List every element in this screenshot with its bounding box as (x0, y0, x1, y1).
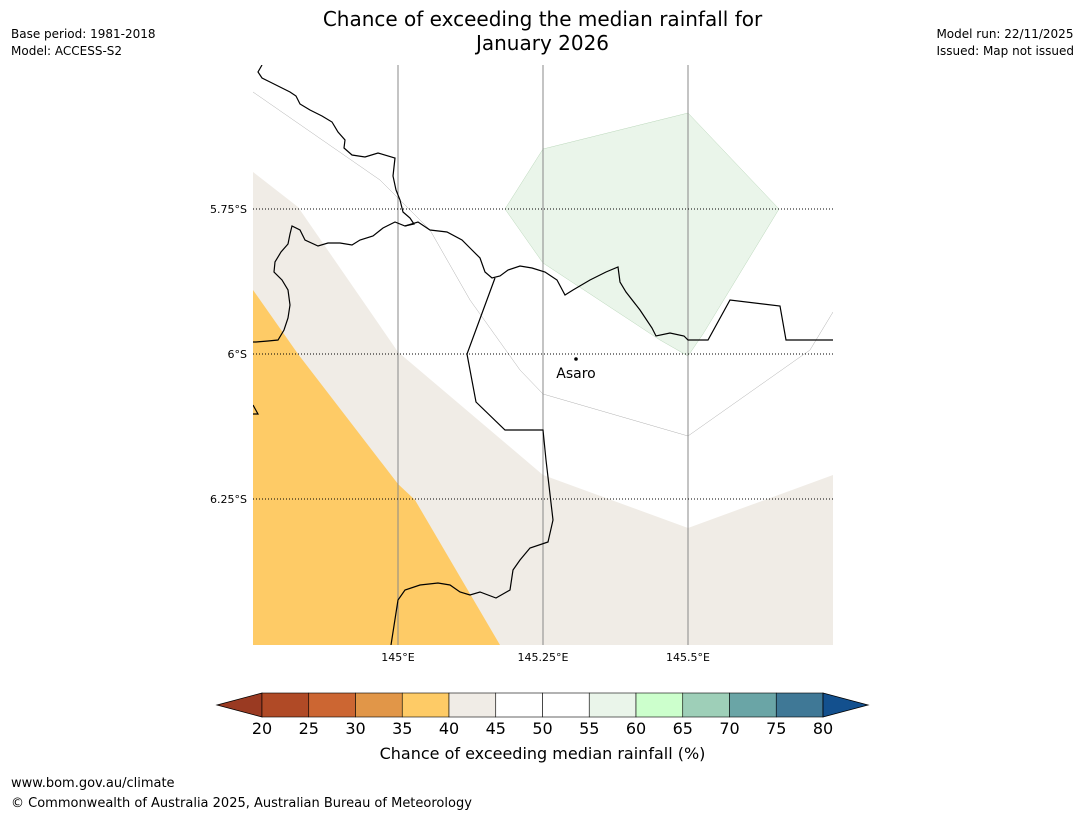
colorbar-segment-65-70 (682, 692, 730, 718)
lon-label-145: 145°E (381, 651, 414, 664)
meta-right: Model run: 22/11/2025 Issued: Map not is… (936, 26, 1074, 60)
meta-left: Base period: 1981-2018 Model: ACCESS-S2 (11, 26, 156, 60)
map-title: Chance of exceeding the median rainfall … (0, 7, 1085, 55)
lon-gridlines (397, 65, 689, 645)
lat-label-6: 6°S (228, 348, 247, 361)
contour-line-50 (253, 91, 833, 437)
model-run-text: Model run: 22/11/2025 (936, 27, 1074, 41)
colorbar-segment-50-55 (542, 692, 590, 718)
colorbar-tick-25: 25 (298, 719, 319, 738)
border-north (253, 65, 415, 343)
map-title-line1: Chance of exceeding the median rainfall … (322, 7, 763, 31)
colorbar-tick-75: 75 (766, 719, 787, 738)
map-area[interactable]: Asaro (253, 65, 833, 645)
colorbar-tick-60: 60 (625, 719, 647, 738)
colorbar-tick-45: 45 (485, 719, 506, 738)
lat-label-5-75: 5.75°S (210, 203, 247, 216)
colorbar-tick-30: 30 (345, 719, 366, 738)
issued-text: Issued: Map not issued (936, 44, 1074, 58)
colorbar-tick-40: 40 (438, 719, 460, 738)
model-text: Model: ACCESS-S2 (11, 44, 123, 58)
colorbar-segment-55-60 (588, 692, 637, 718)
lon-label-145-25: 145.25°E (518, 651, 569, 664)
colorbar-segment-40-45 (448, 692, 497, 718)
colorbar-title: Chance of exceeding median rainfall (%) (379, 744, 706, 763)
footer-url[interactable]: www.bom.gov.au/climate (11, 776, 175, 791)
footer-copyright: © Commonwealth of Australia 2025, Austra… (11, 796, 472, 811)
border-central (404, 221, 833, 341)
map-title-line2: January 2026 (475, 31, 610, 55)
colorbar-segment-35-40 (401, 692, 450, 718)
colorbar-segment-45-50 (495, 692, 543, 718)
colorbar-tick-55: 55 (579, 719, 600, 738)
colorbar-segment-75-80 (775, 692, 824, 718)
place-marker-dot[interactable] (574, 357, 578, 361)
place-label: Asaro (556, 366, 595, 382)
colorbar-segment-20-25 (261, 692, 310, 718)
colorbar-tick-80: 80 (812, 719, 834, 738)
lat-label-6-25: 6.25°S (210, 493, 247, 506)
colorbar-segment-25-30 (308, 692, 356, 718)
colorbar-tick-50: 50 (532, 719, 553, 738)
lat-gridlines (253, 208, 833, 500)
border-east-west (390, 277, 554, 645)
lon-label-145-5: 145.5°E (666, 651, 710, 664)
colorbar-tick-35: 35 (392, 719, 413, 738)
colorbar-segment-70-75 (729, 692, 777, 718)
base-period-text: Base period: 1981-2018 (11, 27, 156, 41)
colorbar-segment-30-35 (355, 692, 403, 718)
colorbar-over-arrow (822, 692, 870, 718)
colorbar-tick-20: 20 (251, 719, 273, 738)
region-55-60 (504, 112, 780, 357)
colorbar-segment-60-65 (635, 692, 684, 718)
colorbar-under-arrow (215, 692, 263, 718)
border-west-stub (253, 404, 260, 415)
region-35-40 (253, 290, 500, 645)
colorbar-tick-70: 70 (719, 719, 740, 738)
colorbar (215, 692, 870, 718)
colorbar-tick-65: 65 (672, 719, 693, 738)
province-borders (253, 65, 833, 645)
